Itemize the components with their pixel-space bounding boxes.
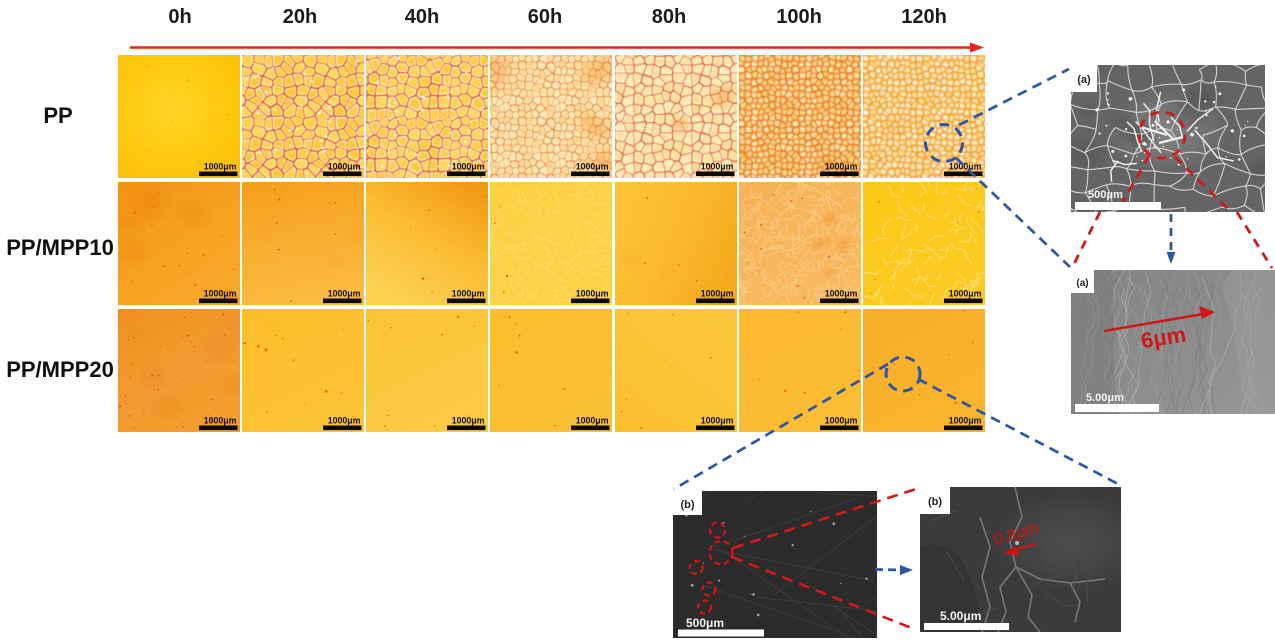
svg-text:1000μm: 1000μm	[452, 415, 485, 425]
svg-text:1000μm: 1000μm	[452, 161, 485, 171]
svg-text:1000μm: 1000μm	[576, 288, 609, 298]
svg-text:1000μm: 1000μm	[204, 415, 237, 425]
svg-text:1000μm: 1000μm	[328, 161, 361, 171]
svg-text:1000μm: 1000μm	[949, 161, 982, 171]
svg-text:1000μm: 1000μm	[328, 288, 361, 298]
svg-text:1000μm: 1000μm	[576, 415, 609, 425]
svg-text:1000μm: 1000μm	[825, 415, 858, 425]
svg-text:1000μm: 1000μm	[825, 288, 858, 298]
svg-text:1000μm: 1000μm	[204, 288, 237, 298]
svg-text:1000μm: 1000μm	[204, 161, 237, 171]
svg-text:1000μm: 1000μm	[328, 415, 361, 425]
svg-text:1000μm: 1000μm	[576, 161, 609, 171]
svg-text:5.00μm: 5.00μm	[1086, 392, 1124, 404]
svg-text:1000μm: 1000μm	[701, 161, 734, 171]
svg-text:(a): (a)	[1076, 278, 1088, 289]
svg-text:1000μm: 1000μm	[701, 288, 734, 298]
svg-text:(b): (b)	[928, 496, 942, 508]
svg-text:1000μm: 1000μm	[452, 288, 485, 298]
svg-text:(a): (a)	[1077, 74, 1091, 86]
svg-text:500μm: 500μm	[686, 616, 724, 630]
svg-text:(b): (b)	[680, 499, 694, 511]
svg-text:1000μm: 1000μm	[825, 161, 858, 171]
svg-text:1000μm: 1000μm	[701, 415, 734, 425]
svg-text:5.00μm: 5.00μm	[940, 609, 981, 623]
svg-text:1000μm: 1000μm	[949, 288, 982, 298]
svg-text:500μm: 500μm	[1088, 189, 1123, 201]
svg-text:1000μm: 1000μm	[949, 415, 982, 425]
